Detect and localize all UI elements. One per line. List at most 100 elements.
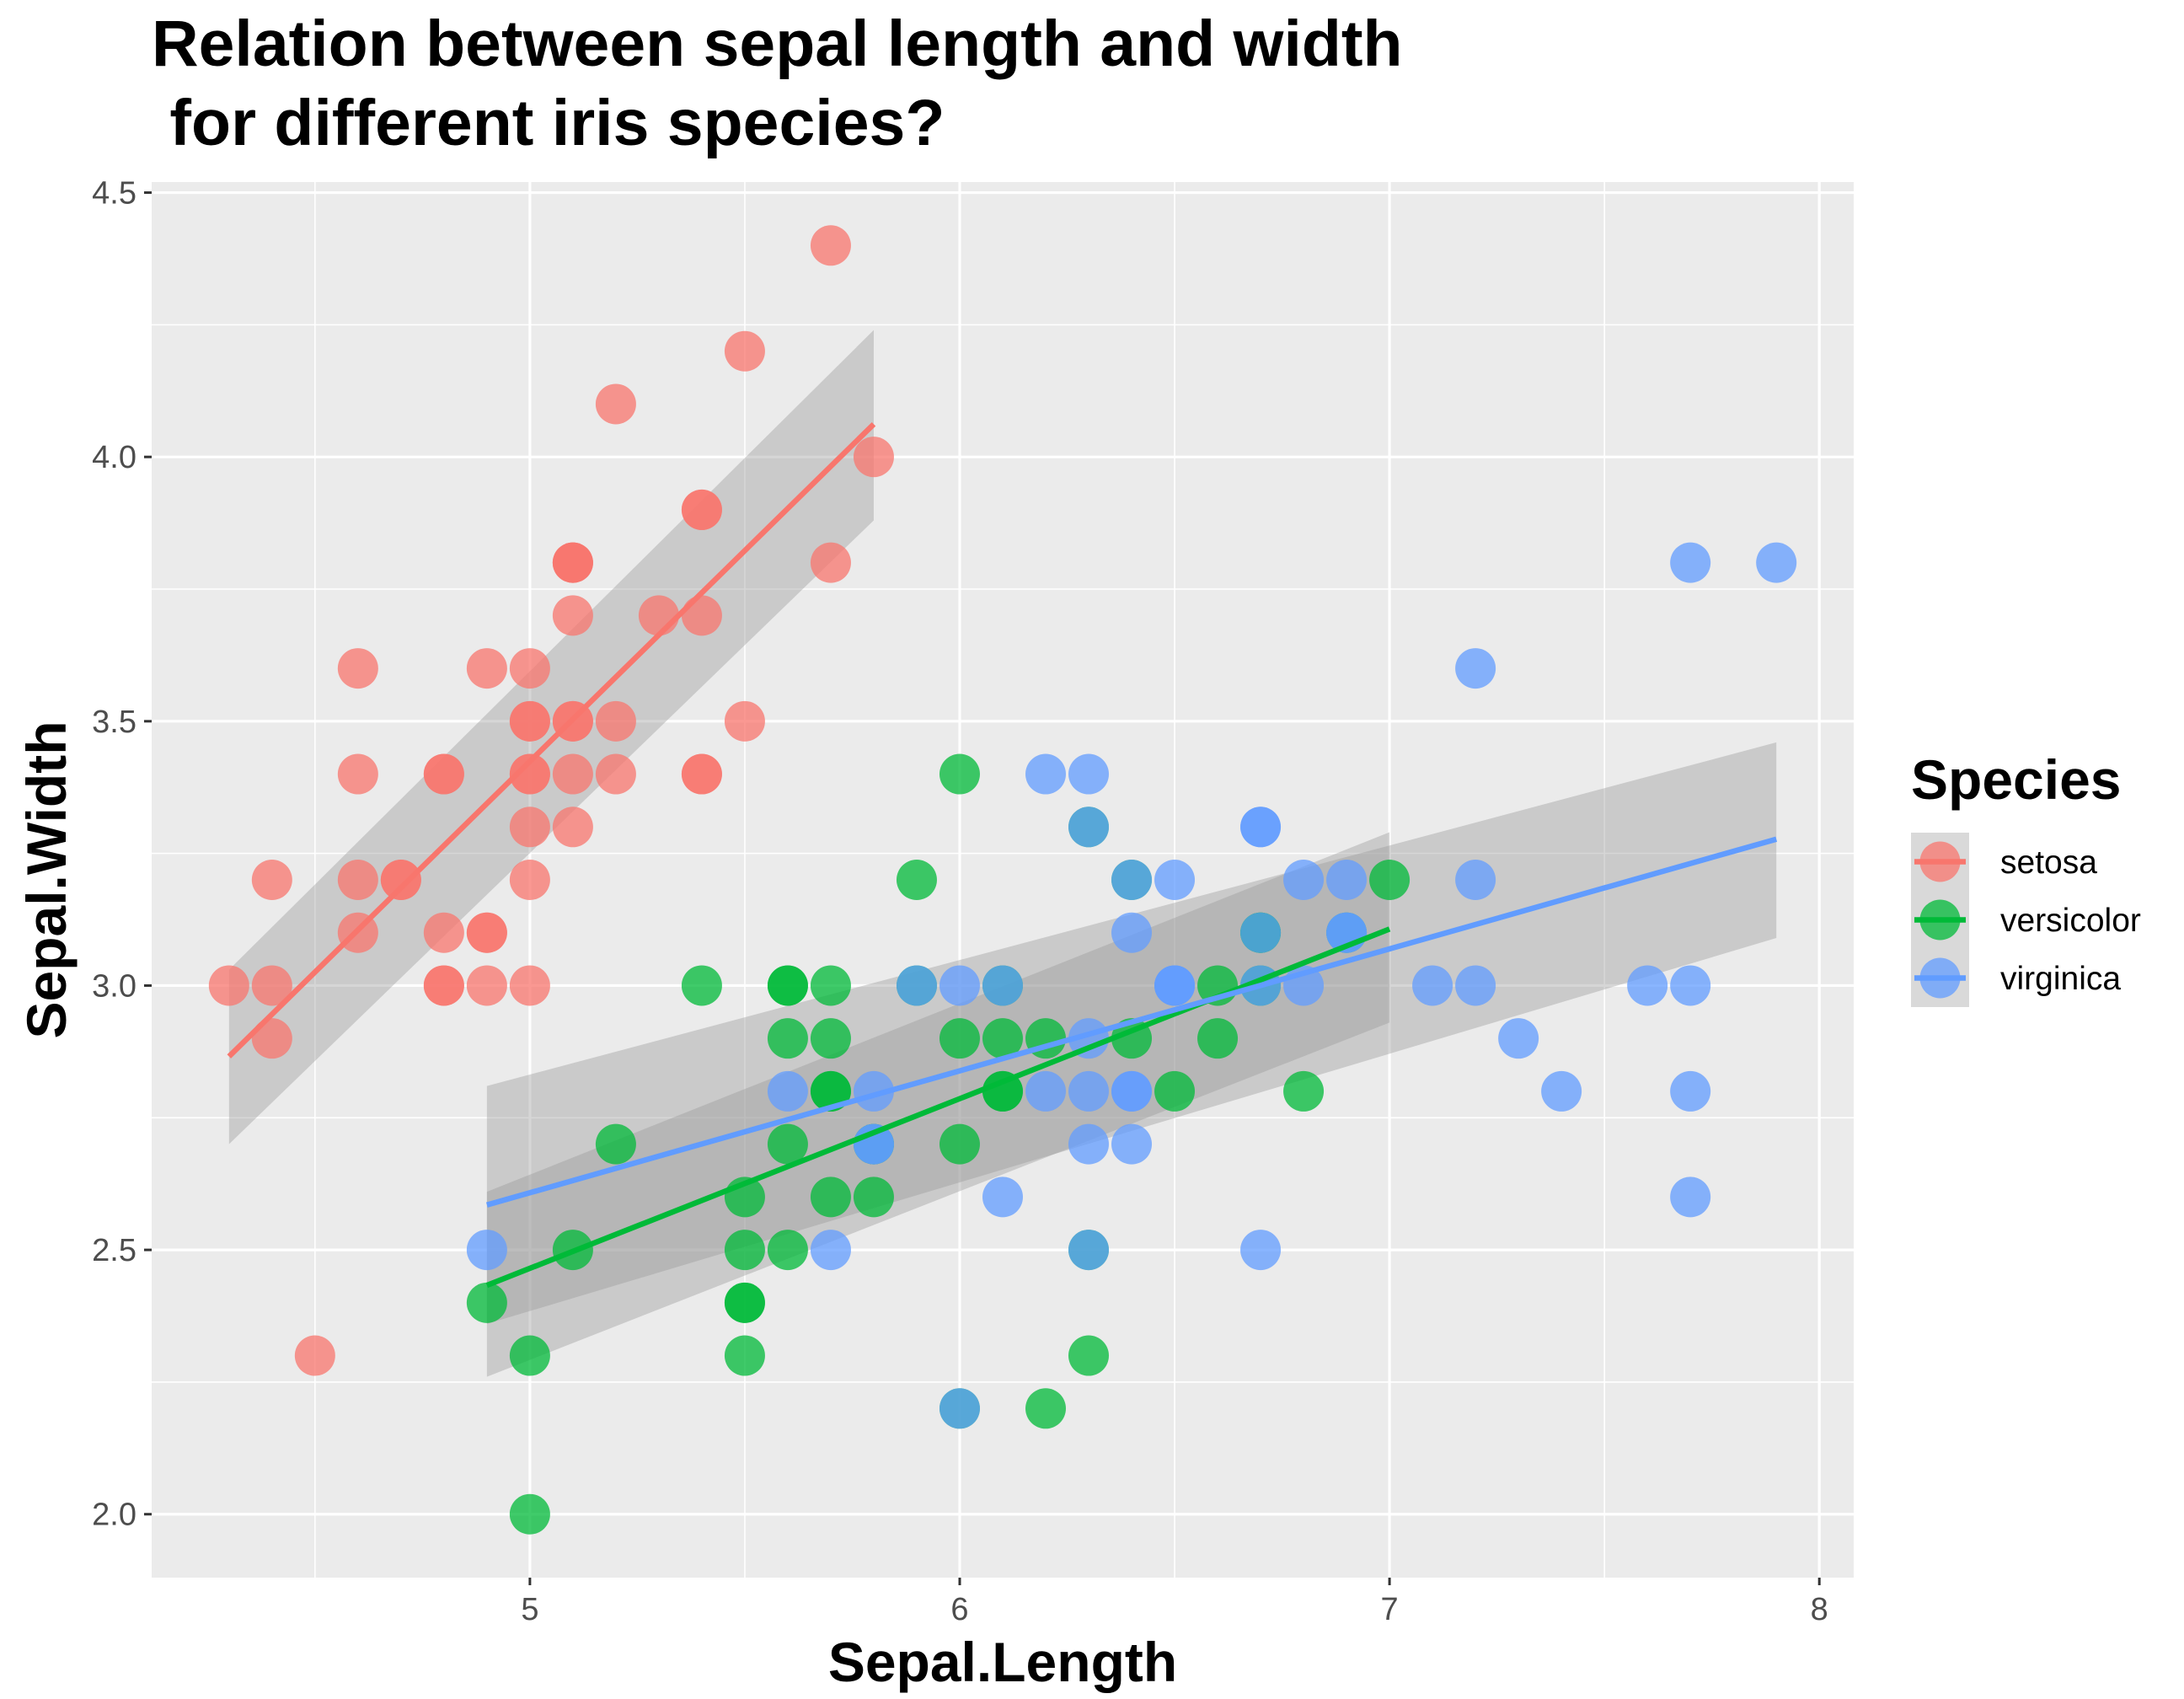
point-versicolor [595, 1123, 636, 1165]
point-setosa [724, 700, 765, 742]
point-versicolor [767, 1230, 808, 1271]
y-tick-label: 4.5 [92, 176, 136, 212]
point-virginica [853, 1070, 894, 1112]
point-virginica [1068, 807, 1110, 848]
fit-line-setosa [227, 421, 876, 1059]
point-versicolor [1154, 1070, 1196, 1112]
y-tick-label: 3.0 [92, 968, 136, 1004]
point-virginica [1670, 1176, 1711, 1218]
point-virginica [1025, 753, 1067, 795]
point-setosa [208, 965, 249, 1006]
point-setosa [466, 965, 507, 1006]
fit-line-versicolor [485, 926, 1391, 1289]
point-setosa [423, 912, 464, 953]
point-setosa [552, 753, 593, 795]
point-versicolor [466, 1282, 507, 1323]
point-versicolor [509, 1493, 550, 1535]
point-versicolor [896, 860, 937, 900]
point-versicolor [1369, 860, 1410, 900]
point-versicolor [939, 1123, 980, 1165]
point-versicolor [767, 1018, 808, 1059]
point-setosa [294, 1335, 335, 1376]
point-virginica [1111, 860, 1153, 900]
point-setosa [337, 753, 378, 795]
point-virginica [466, 1230, 507, 1271]
x-tick-label: 7 [1381, 1592, 1399, 1627]
chart-title-line-1: Relation between sepal length and width [152, 8, 1403, 80]
chart-title-line-2: for different iris species? [152, 87, 945, 159]
point-virginica [1756, 542, 1797, 583]
point-versicolor [982, 1070, 1023, 1112]
legend-label-virginica: virginica [2000, 961, 2121, 997]
point-virginica [1412, 965, 1453, 1006]
x-axis-title: Sepal.Length [828, 1631, 1177, 1693]
point-setosa [595, 700, 636, 742]
point-virginica [767, 1070, 808, 1112]
point-versicolor [767, 965, 808, 1006]
legend-key-virginica [1911, 949, 1969, 1007]
point-virginica [1541, 1070, 1582, 1112]
point-virginica [1240, 912, 1282, 953]
point-virginica [1670, 542, 1711, 583]
point-versicolor [939, 753, 980, 795]
point-setosa [638, 595, 679, 636]
point-setosa [337, 860, 378, 900]
point-virginica [1068, 753, 1110, 795]
point-virginica [1455, 860, 1496, 900]
x-axis: 5 6 7 8 [521, 1578, 1828, 1627]
point-setosa [552, 807, 593, 848]
point-setosa [509, 965, 550, 1006]
point-versicolor [724, 1282, 765, 1323]
point-versicolor [982, 1018, 1023, 1059]
point-virginica [1240, 1230, 1282, 1271]
point-setosa [509, 648, 550, 689]
point-setosa [552, 542, 593, 583]
point-setosa [595, 383, 636, 425]
point-setosa [681, 489, 722, 530]
point-setosa [724, 330, 765, 372]
y-tick-label: 2.5 [92, 1233, 136, 1268]
point-versicolor [1283, 1070, 1325, 1112]
point-versicolor [1197, 1018, 1239, 1059]
point-virginica [1283, 860, 1325, 900]
point-setosa [466, 648, 507, 689]
point-versicolor [767, 1123, 808, 1165]
point-virginica [1068, 1230, 1110, 1271]
point-virginica [810, 1230, 851, 1271]
point-versicolor [810, 965, 851, 1006]
legend-label-setosa: setosa [2000, 844, 2097, 881]
point-virginica [1154, 860, 1196, 900]
x-tick-label: 5 [521, 1592, 538, 1627]
point-setosa [509, 860, 550, 900]
point-setosa [466, 912, 507, 953]
point-virginica [896, 965, 937, 1006]
point-setosa [595, 753, 636, 795]
point-versicolor [1025, 1388, 1067, 1429]
legend-label-versicolor: versicolor [2000, 903, 2141, 939]
point-virginica [1498, 1018, 1539, 1059]
plot-panel [152, 182, 1854, 1578]
point-versicolor [724, 1335, 765, 1376]
point-setosa [251, 1018, 292, 1059]
y-tick-label: 4.0 [92, 440, 136, 475]
y-axis: 2.0 2.5 3.0 3.5 4.0 4.5 [92, 176, 152, 1533]
point-virginica [939, 965, 980, 1006]
point-virginica [1111, 1070, 1153, 1112]
point-setosa [681, 595, 722, 636]
point-setosa [251, 860, 292, 900]
point-versicolor [810, 1018, 851, 1059]
point-setosa [810, 542, 851, 583]
point-setosa [509, 807, 550, 848]
point-setosa [509, 700, 550, 742]
point-versicolor [681, 965, 722, 1006]
point-setosa [681, 753, 722, 795]
point-versicolor [509, 1335, 550, 1376]
point-virginica [1111, 912, 1153, 953]
point-virginica [1455, 648, 1496, 689]
legend-title: Species [1911, 748, 2122, 811]
point-virginica [1240, 807, 1282, 848]
point-virginica [1068, 1070, 1110, 1112]
point-virginica [939, 1388, 980, 1429]
point-virginica [1326, 860, 1368, 900]
